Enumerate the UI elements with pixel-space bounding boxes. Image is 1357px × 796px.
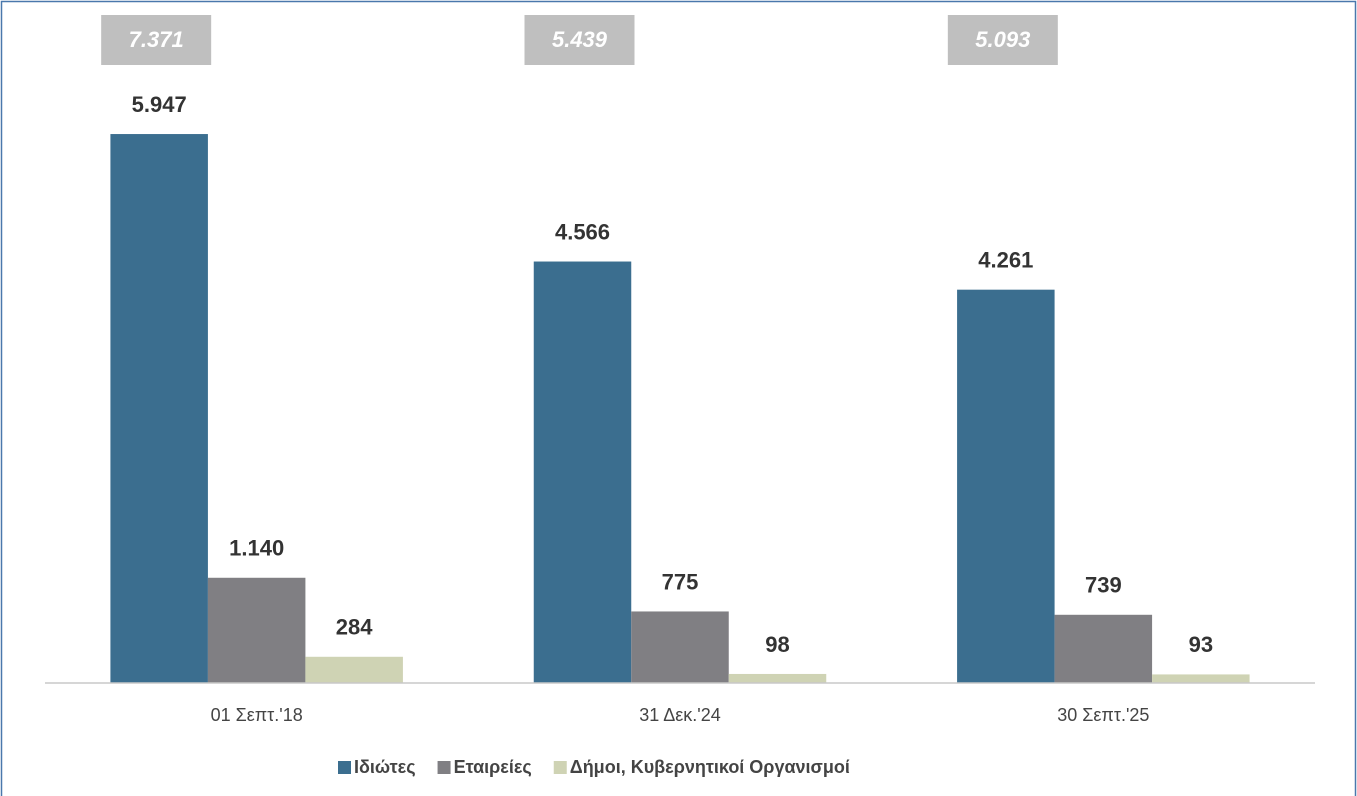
bar <box>1054 614 1153 683</box>
legend-label: Ιδιώτες <box>354 757 416 777</box>
legend-label: Εταιρείες <box>454 757 532 777</box>
data-label: 739 <box>1085 573 1122 598</box>
total-label: 5.093 <box>975 27 1030 52</box>
data-label: 98 <box>765 632 789 657</box>
data-label: 5.947 <box>132 92 187 117</box>
data-label: 1.140 <box>229 536 284 561</box>
legend-label: Δήμοι, Κυβερνητικοί Οργανισμοί <box>570 757 850 777</box>
total-box <box>101 15 212 65</box>
bar <box>957 289 1055 683</box>
total-label: 5.439 <box>552 27 608 52</box>
data-label: 4.566 <box>555 219 610 244</box>
data-label: 284 <box>336 615 373 640</box>
x-tick-label: 01 Σεπτ.'18 <box>211 705 303 725</box>
x-tick-label: 30 Σεπτ.'25 <box>1057 705 1149 725</box>
legend-swatch <box>437 761 451 774</box>
bar <box>533 261 632 683</box>
total-box <box>947 15 1058 65</box>
bar <box>728 673 827 683</box>
data-label: 775 <box>662 569 699 594</box>
bar <box>305 656 403 683</box>
x-tick-label: 31 Δεκ.'24 <box>639 705 721 725</box>
total-box <box>524 15 635 65</box>
legend-swatch <box>553 761 567 774</box>
legend-swatch <box>338 761 351 774</box>
data-label: 4.261 <box>978 247 1033 272</box>
bar <box>207 577 306 683</box>
bar <box>631 611 729 683</box>
bar <box>1152 674 1250 683</box>
bar <box>110 134 208 684</box>
data-label: 93 <box>1189 632 1213 657</box>
total-label: 7.371 <box>129 27 184 52</box>
